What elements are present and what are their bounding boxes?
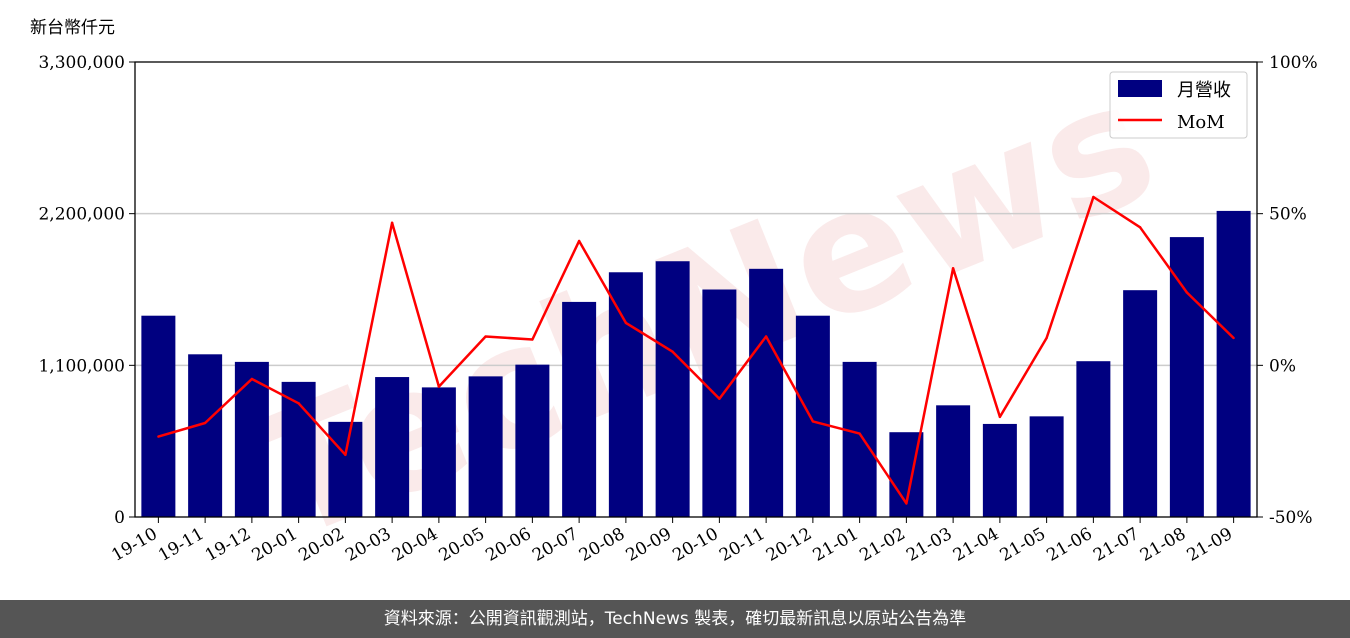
mom-point <box>344 453 347 457</box>
bar <box>141 315 176 517</box>
mom-point <box>998 415 1002 419</box>
legend: 月營收 MoM <box>1109 71 1248 139</box>
line-series <box>157 195 1235 505</box>
x-tick-label: 20-12 <box>763 524 815 566</box>
x-tick-label: 20-01 <box>249 524 301 566</box>
legend-swatch-bar <box>1118 80 1162 97</box>
mom-point <box>157 435 160 438</box>
x-tick-label: 19-12 <box>202 524 254 566</box>
x-tick-label: 20-10 <box>669 524 721 566</box>
mom-point <box>1138 226 1142 229</box>
source-footer: 資料來源：公開資訊觀測站，TechNews 製表，確切最新訊息以原站公告為準 <box>0 600 1350 638</box>
bar <box>421 387 456 517</box>
bar <box>375 377 410 517</box>
x-tick-label: 20-11 <box>716 524 768 566</box>
legend-label-revenue: 月營收 <box>1177 80 1231 101</box>
bar <box>1029 416 1064 517</box>
bar <box>328 421 363 517</box>
x-tick-label: 19-10 <box>108 524 160 566</box>
gridlines <box>135 212 1257 367</box>
mom-point <box>858 432 861 435</box>
x-tick-label: 20-07 <box>529 524 581 566</box>
mom-point <box>1232 336 1235 340</box>
y-left-tick-label: 3,300,000 <box>38 53 125 73</box>
mom-point <box>531 338 534 341</box>
chart: TechNews 新台幣仟元 01,100,0002,200,0003,300,… <box>30 18 1318 580</box>
bar <box>188 354 223 517</box>
y-left-tick-label: 2,200,000 <box>38 205 125 225</box>
mom-point <box>484 335 487 338</box>
bar <box>655 261 690 517</box>
bar <box>702 289 737 517</box>
bar <box>562 301 597 517</box>
bar <box>515 364 550 517</box>
y-right-tick-label: 50% <box>1269 205 1307 225</box>
mom-point <box>1092 195 1095 199</box>
x-tick-label: 21-01 <box>810 524 862 566</box>
mom-point <box>811 420 815 423</box>
bar <box>234 361 269 517</box>
x-tick-label: 20-06 <box>482 524 534 566</box>
bar <box>608 272 643 517</box>
x-tick-label: 21-08 <box>1137 524 1189 566</box>
mom-point <box>390 221 394 224</box>
mom-point <box>1185 291 1189 294</box>
bar <box>795 315 830 517</box>
mom-point <box>624 321 628 325</box>
mom-point <box>577 239 581 243</box>
x-tick-label: 21-02 <box>856 524 908 566</box>
x-tick-label: 20-08 <box>576 524 628 566</box>
y-left-tick-label: 0 <box>114 508 125 528</box>
bar-series <box>141 210 1251 517</box>
x-tick-label: 21-06 <box>1043 524 1095 566</box>
x-tick-label: 21-04 <box>950 524 1002 566</box>
mom-point <box>250 377 254 381</box>
bar <box>1169 237 1204 517</box>
y-right-tick-label: 0% <box>1269 356 1296 376</box>
y-left-unit-label: 新台幣仟元 <box>30 18 115 38</box>
mom-point <box>437 385 441 388</box>
mom-point <box>951 267 955 270</box>
mom-point <box>764 335 768 338</box>
x-tick-label: 20-05 <box>436 524 488 566</box>
bar <box>842 361 877 517</box>
legend-label-mom: MoM <box>1177 112 1225 133</box>
bar <box>936 405 971 517</box>
mom-point <box>297 402 300 405</box>
bar <box>1216 210 1251 517</box>
mom-point <box>203 421 207 425</box>
mom-line <box>158 195 1235 505</box>
bar <box>468 376 503 517</box>
x-tick-label: 21-03 <box>903 524 955 566</box>
x-tick-label: 21-05 <box>997 524 1049 566</box>
y-right-tick-label: -50% <box>1269 508 1313 528</box>
mom-point <box>671 350 674 353</box>
x-tick-label: 21-07 <box>1090 524 1142 566</box>
y-left-tick-label: 1,100,000 <box>38 356 125 376</box>
x-tick-label: 19-11 <box>155 524 207 566</box>
bar <box>982 423 1017 517</box>
mom-point <box>718 397 721 400</box>
mom-point <box>1045 336 1048 340</box>
mom-point <box>905 502 908 505</box>
bar <box>1076 361 1111 517</box>
bar <box>749 268 784 517</box>
plot-frame <box>134 61 1258 518</box>
x-tick-label: 20-09 <box>623 524 675 566</box>
bar <box>1123 290 1158 517</box>
x-tick-label: 21-09 <box>1184 524 1236 566</box>
y-right-tick-label: 100% <box>1269 53 1318 73</box>
